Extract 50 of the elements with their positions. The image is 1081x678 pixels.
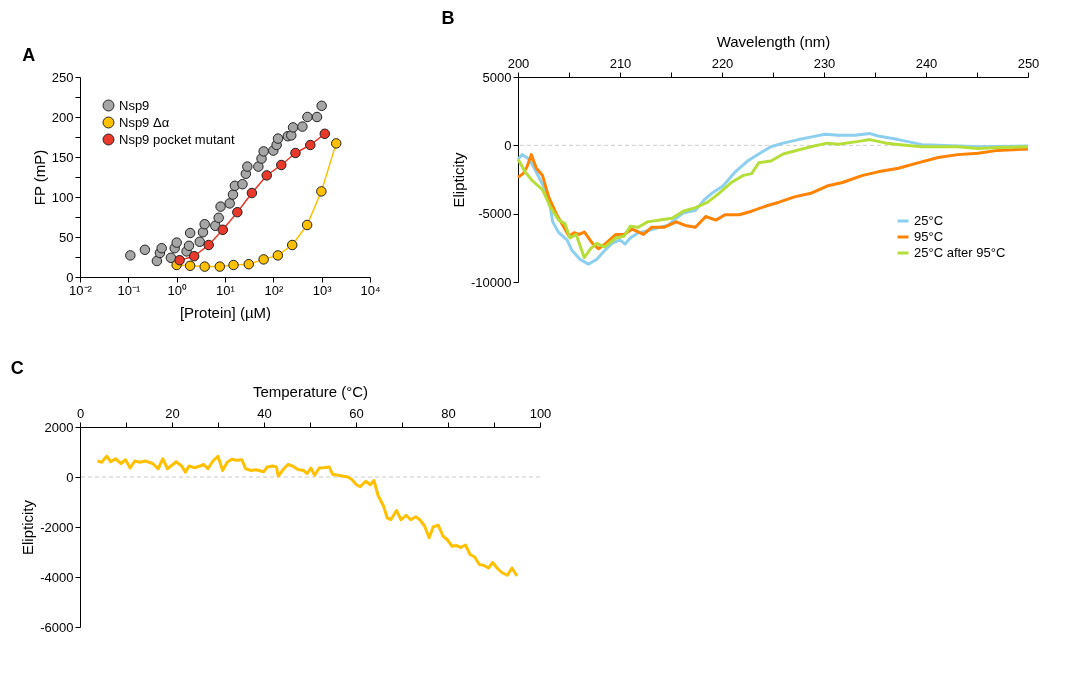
x-tick-label: 10³ xyxy=(312,282,333,298)
line-series xyxy=(95,454,519,578)
x-tick-label: 0 xyxy=(76,405,85,421)
y-tick-label: 200 xyxy=(51,109,74,125)
x-tick-label: 60 xyxy=(349,405,364,421)
x-tick-label: 10⁻² xyxy=(69,282,93,298)
x-tick-label: 10¹ xyxy=(216,282,236,298)
x-tick-label: 80 xyxy=(441,405,456,421)
y-tick-label: 0 xyxy=(504,137,512,153)
y-tick-label: 0 xyxy=(66,269,74,285)
legend-label: 25°C xyxy=(914,213,944,228)
legend-label: Nsp9 pocket mutant xyxy=(119,131,235,147)
y-tick-label: -5000 xyxy=(478,206,512,222)
x-axis-title: [Protein] (µM) xyxy=(179,303,272,321)
chart-title: B xyxy=(441,8,455,28)
y-tick-label: -10000 xyxy=(471,274,512,290)
x-tick-label: 250 xyxy=(1017,55,1040,71)
x-tick-label: 220 xyxy=(711,55,734,71)
chart-title: C xyxy=(10,358,24,378)
legend-label: Nsp9 Δα xyxy=(119,114,170,130)
y-tick-label: 250 xyxy=(51,69,74,85)
x-tick-label: 10⁻¹ xyxy=(117,282,141,298)
y-axis-title: Elipticity xyxy=(19,499,37,556)
legend-label: 25°C after 95°C xyxy=(914,245,1006,260)
x-tick-label: 10⁰ xyxy=(167,282,187,298)
y-tick-label: 2000 xyxy=(44,419,74,435)
y-tick-label: 100 xyxy=(51,189,74,205)
y-tick-label: 5000 xyxy=(482,69,512,85)
y-tick-label: -6000 xyxy=(40,619,74,635)
y-axis-title: FP (mP) xyxy=(30,149,48,206)
legend-label: 95°C xyxy=(914,229,944,244)
x-tick-label: 100 xyxy=(529,405,552,421)
x-tick-label: 200 xyxy=(507,55,530,71)
y-tick-label: 50 xyxy=(59,229,74,245)
y-tick-label: -4000 xyxy=(40,569,74,585)
y-tick-label: 150 xyxy=(51,149,74,165)
x-tick-label: 210 xyxy=(609,55,632,71)
x-axis-title: Wavelength (nm) xyxy=(716,32,831,50)
x-tick-label: 230 xyxy=(813,55,836,71)
chart-title: A xyxy=(22,45,36,65)
x-tick-label: 40 xyxy=(257,405,272,421)
x-axis-title: Temperature (°C) xyxy=(252,382,369,400)
y-tick-label: 0 xyxy=(66,469,74,485)
legend-label: Nsp9 xyxy=(119,97,150,113)
x-tick-label: 20 xyxy=(165,405,180,421)
x-tick-label: 10⁴ xyxy=(360,282,381,298)
x-tick-label: 240 xyxy=(915,55,938,71)
y-tick-label: -2000 xyxy=(40,519,74,535)
x-tick-label: 10² xyxy=(264,282,284,298)
y-axis-title: Elipticity xyxy=(450,152,468,208)
